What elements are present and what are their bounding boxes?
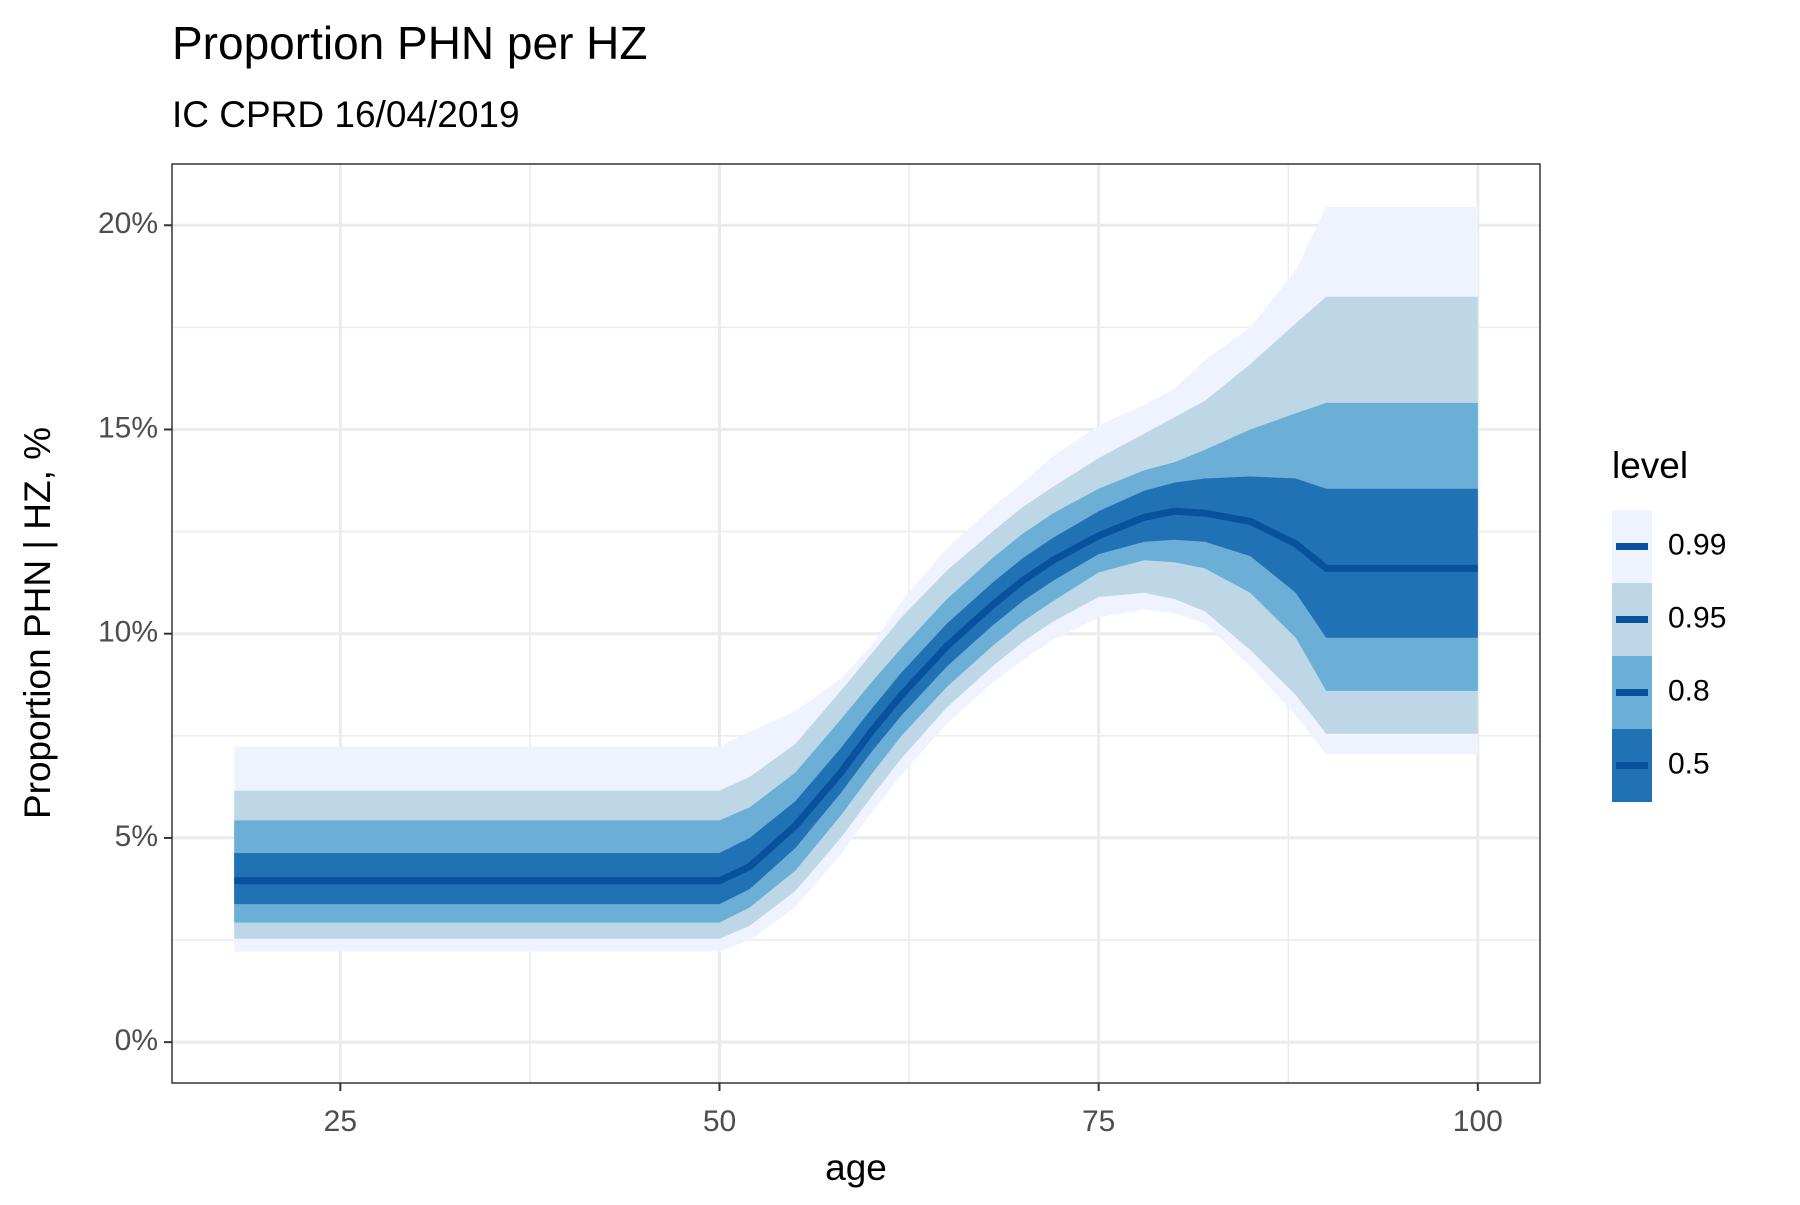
y-tick-label: 20%	[98, 207, 158, 240]
legend-label: 0.95	[1668, 601, 1726, 634]
x-tick-label: 25	[324, 1105, 357, 1138]
x-tick-label: 75	[1082, 1105, 1115, 1138]
y-tick-label: 5%	[115, 820, 158, 853]
y-tick-label: 15%	[98, 411, 158, 444]
legend-label: 0.99	[1668, 528, 1726, 561]
chart-title: Proportion PHN per HZ	[172, 17, 648, 69]
median-line	[234, 507, 1478, 885]
panel-border	[171, 163, 1541, 1084]
legend-label: 0.5	[1668, 747, 1710, 780]
x-tick-label: 100	[1453, 1105, 1503, 1138]
chart-subtitle: IC CPRD 16/04/2019	[172, 94, 520, 135]
ribbon	[234, 206, 1478, 952]
legend-title: level	[1612, 445, 1688, 486]
ribbon	[234, 476, 1478, 905]
y-axis-title: Proportion PHN | HZ, %	[17, 427, 58, 819]
ribbon	[234, 296, 1478, 939]
x-axis-title: age	[825, 1147, 887, 1188]
legend-label: 0.8	[1668, 674, 1710, 707]
y-tick-label: 10%	[98, 616, 158, 649]
x-tick-label: 50	[703, 1105, 736, 1138]
y-tick-label: 0%	[115, 1024, 158, 1057]
